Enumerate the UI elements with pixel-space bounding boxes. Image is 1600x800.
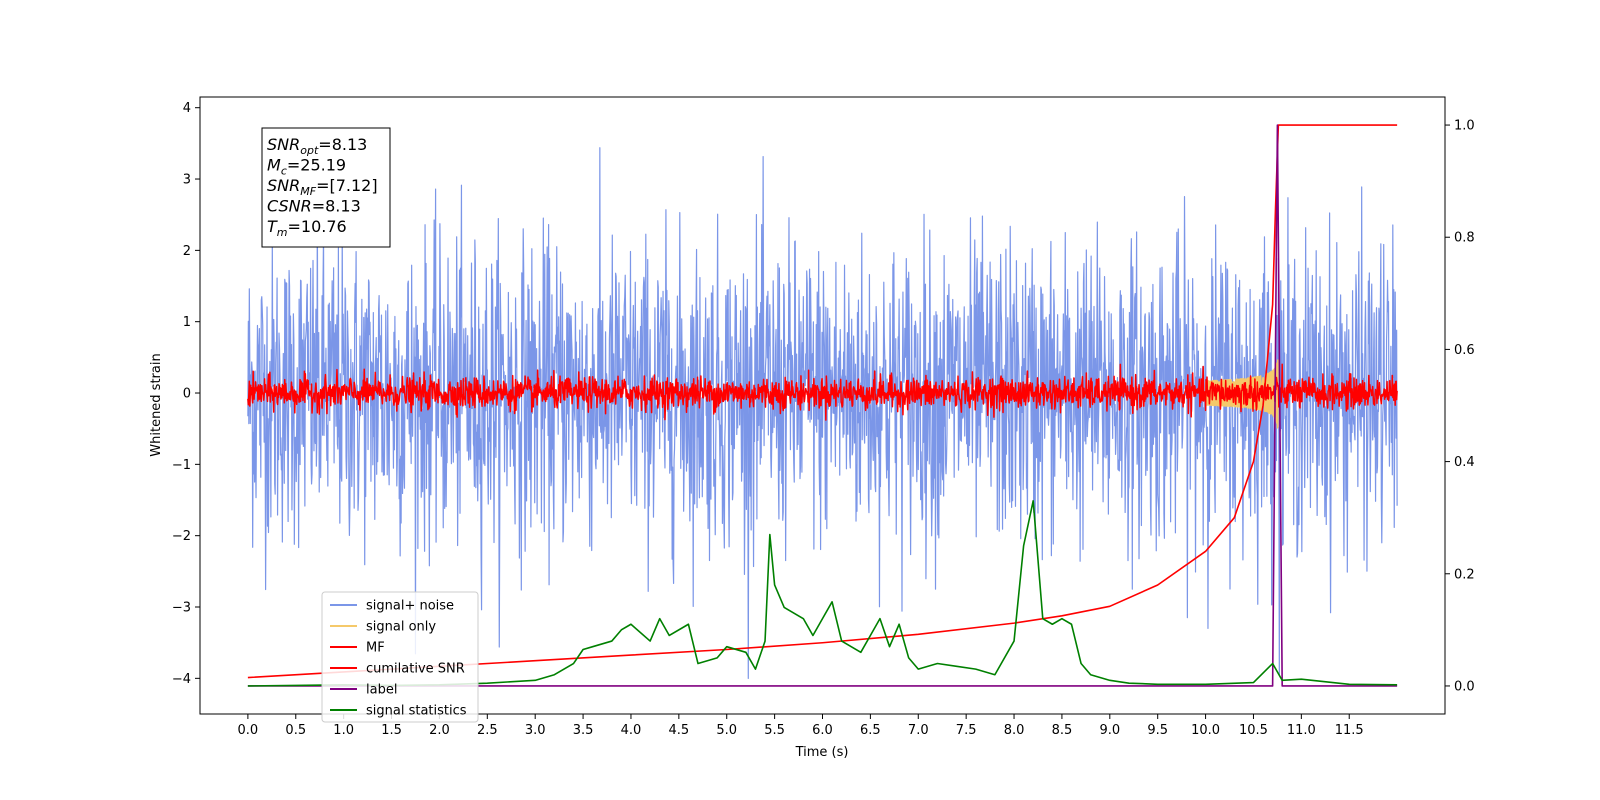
annotation-box: SNRopt=8.13Mc=25.19SNRMF=[7.12]CSNR=8.13… [261,127,391,248]
x-tick-label: 7.5 [956,723,977,738]
x-tick-label: 11.0 [1287,723,1316,738]
series-mf-line [247,363,1398,421]
y-right-tick-label: 0.8 [1454,231,1475,246]
y-left-tick-label: −2 [172,529,191,544]
legend-label: signal statistics [366,704,467,719]
x-tick-label: 9.0 [1099,723,1120,738]
y-left-tick-label: 0 [183,387,191,402]
x-tick-label: 10.5 [1239,723,1268,738]
legend-label: label [366,683,397,698]
y-left-tick-label: 3 [183,173,191,188]
legend-label: MF [366,641,385,656]
x-tick-label: 0.5 [285,723,306,738]
x-tick-label: 1.5 [381,723,402,738]
y-left-tick-label: 2 [183,244,191,259]
series-label-line [247,124,1398,687]
legend-label: cumilative SNR [366,662,465,677]
x-tick-label: 6.0 [812,723,833,738]
y-right-tick-label: 1.0 [1454,119,1475,134]
series-signal-noise-line [247,147,1398,679]
y-right-tick-label: 0.0 [1454,679,1475,694]
y-right-tick-label: 0.4 [1454,455,1475,470]
series-signal-statistics-line [247,500,1398,687]
x-axis: 0.0 0.5 1.0 1.5 2.0 2.5 3.0 3.5 4.0 4.5 5.0 5.5 6.0 6… [238,714,1364,738]
y-left-tick-label: −3 [172,601,191,616]
x-tick-label: 4.0 [621,723,642,738]
y-axis-label: Whitened strain [149,353,164,456]
x-tick-label: 7.0 [908,723,929,738]
x-tick-label: 1.0 [333,723,354,738]
series-cumilative-snr-line [247,124,1398,679]
x-tick-label: 3.5 [573,723,594,738]
x-axis-label: Time (s) [795,745,849,760]
annotation-line: Tm=10.76 [267,217,347,239]
x-tick-label: 8.0 [1004,723,1025,738]
x-tick-label: 10.0 [1191,723,1220,738]
series-layer [247,124,1398,687]
x-tick-label: 11.5 [1335,723,1364,738]
x-tick-label: 5.0 [716,723,737,738]
y-left-tick-label: 4 [183,101,191,116]
x-tick-label: 6.5 [860,723,881,738]
y-right-tick-label: 0.2 [1454,567,1475,582]
x-tick-label: 8.5 [1052,723,1073,738]
x-tick-label: 5.5 [764,723,785,738]
annotation-line: SNRMF=[7.12] [267,176,378,198]
legend-label: signal only [366,620,436,635]
x-tick-label: 2.0 [429,723,450,738]
x-tick-label: 3.0 [525,723,546,738]
annotation-line: Mc=25.19 [267,156,346,178]
x-tick-label: 4.5 [669,723,690,738]
y-axis-left: −4 −3 −2 −1 0 1 2 3 4 [172,101,200,687]
annotation-line: CSNR=8.13 [267,197,361,216]
y-left-tick-label: −1 [172,458,191,473]
x-tick-label: 2.5 [477,723,498,738]
annotation-line: SNRopt=8.13 [267,135,367,157]
legend: signal+ noise signal only MF cumilative SNR… [321,591,479,723]
y-left-tick-label: 1 [183,315,191,330]
x-tick-label: 0.0 [238,723,259,738]
x-tick-label: 9.5 [1147,723,1168,738]
y-axis-right: 0.0 0.2 0.4 0.6 0.8 1.0 [1445,119,1475,694]
annotation-frame [261,127,391,248]
series-signal-only-line [1204,359,1281,429]
y-right-tick-label: 0.6 [1454,343,1475,358]
legend-label: signal+ noise [366,599,454,614]
y-left-tick-label: −4 [172,672,191,687]
legend-frame [321,591,479,723]
